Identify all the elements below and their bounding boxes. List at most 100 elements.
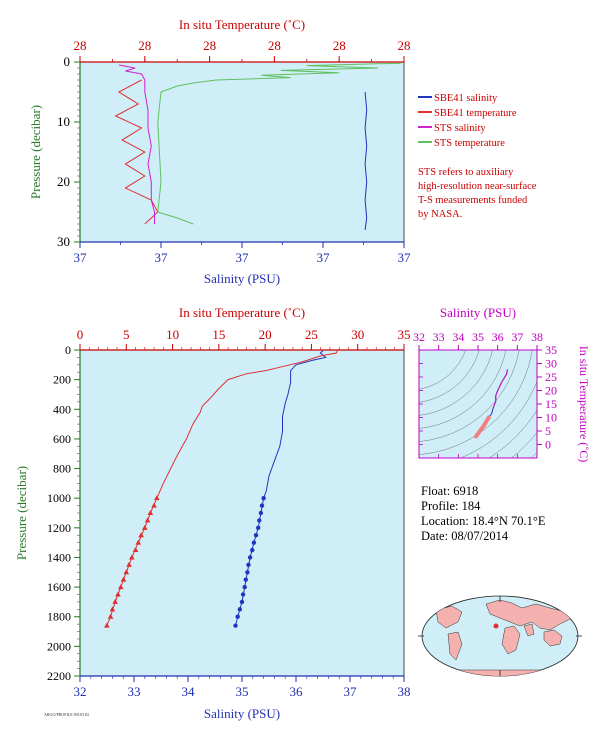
main-top-tick-label: 10 [166,327,179,342]
salinity-marker [258,510,264,516]
profile-number: Profile: 184 [421,499,481,513]
near-surface-top-axis-label: In situ Temperature (˚C) [179,17,305,32]
main-top-axis-label: In situ Temperature (˚C) [179,305,305,320]
sts-note-line-3: T-S measurements funded [418,195,528,206]
temperature-marker [115,591,121,597]
salinity-marker [245,570,250,575]
ts-right-tick-label: 35 [545,343,557,357]
date: Date: 08/07/2014 [421,529,509,543]
near-surface-left-axis-label: Pressure (decibar) [28,105,43,199]
ts-top-tick-label: 33 [433,330,445,344]
salinity-marker [246,562,251,568]
main-top-tick-label: 15 [212,327,225,342]
ts-right-tick-label: 0 [545,438,551,452]
legend-label: STS salinity [434,123,486,134]
main-left-tick-label: 1600 [47,580,71,594]
near-surface-top-tick-label: 28 [268,38,281,53]
sts-note-line-2: high-resolution near-surface [418,181,537,192]
near-surface-left-tick-label: 30 [57,234,70,249]
main-bottom-axis-label: Salinity (PSU) [204,706,280,721]
near-surface-bottom-tick-label: 37 [74,250,88,265]
ts-right-tick-label: 15 [545,397,557,411]
salinity-marker [253,533,259,538]
temperature-marker [138,532,144,538]
float-info: Float: 6918 Profile: 184 Location: 18.4°… [421,484,546,543]
main-top-tick-label: 0 [77,327,84,342]
footer-note: ARGO/PROFILE 6918/184 [44,712,89,717]
near-surface-top-tick-label: 28 [138,38,151,53]
ts-top-tick-label: 34 [452,330,464,344]
salinity-marker [247,555,253,560]
temperature-marker [154,495,160,501]
ts-series [474,369,509,439]
main-bottom-tick-label: 34 [182,684,196,699]
main-bottom-tick-label: 38 [398,684,411,699]
main-top-tick-label: 30 [351,327,364,342]
main-bottom-tick-label: 32 [74,684,87,699]
main-bottom-tick-label: 35 [236,684,249,699]
ts-right-tick-label: 20 [545,384,557,398]
main-series [104,350,338,628]
main-top-tick-label: 35 [398,327,411,342]
legend-item-sts-temperature: STS temperature [418,138,505,149]
salinity-marker [233,623,238,628]
main-left-tick-label: 2200 [47,669,71,683]
near-surface-bottom-tick-label: 37 [398,250,412,265]
near-surface-bottom-axis-label: Salinity (PSU) [204,271,280,286]
temperature-marker [142,524,148,530]
float-id: Float: 6918 [421,484,478,498]
main-top-tick-label: 25 [305,327,318,342]
main-left-tick-label: 1800 [47,610,71,624]
ts-plot-area [418,349,538,459]
temperature-marker [112,598,118,604]
sts-note-line-4: by NASA. [418,209,462,220]
salinity-marker [256,525,261,531]
near-surface-left-tick-label: 0 [64,54,71,69]
salinity-marker [251,540,257,545]
main-left-axis-label: Pressure (decibar) [14,466,29,560]
legend-item-sbe41-salinity: SBE41 salinity [418,93,498,104]
float-location-marker [493,623,499,629]
main-left-tick-label: 2000 [47,639,71,653]
temperature-marker [120,576,127,582]
location: Location: 18.4°N 70.1°E [421,514,546,528]
salinity-marker [261,495,266,501]
temperature-marker [123,569,130,575]
ts-top-tick-label: 35 [472,330,484,344]
temperature-marker [109,606,116,612]
near-surface-plot-area [79,61,405,243]
main-left-tick-label: 0 [65,343,71,357]
near-surface-bottom-tick-label: 37 [236,250,250,265]
legend-label: SBE41 salinity [434,93,498,104]
ts-top-tick-label: 32 [413,330,425,344]
near-surface-series-line [364,91,368,231]
main-left-tick-label: 600 [53,432,71,446]
temperature-marker [132,547,139,553]
temperature-marker [151,502,157,508]
near-surface-top-tick-label: 28 [203,38,216,53]
temperature-marker [107,613,114,619]
legend: SBE41 salinity SBE41 temperature STS sal… [418,93,517,149]
temperature-marker [117,584,124,590]
salinity-marker [237,607,243,612]
salinity-marker [242,584,247,590]
main-bottom-tick-label: 33 [128,684,141,699]
main-ticks: 0 5 10 15 20 25 30 35 32 33 34 35 36 37 38 0 200 400 600 80… [47,327,411,699]
legend-item-sts-salinity: STS salinity [418,123,486,134]
ts-top-axis-label: Salinity (PSU) [440,305,516,320]
main-left-tick-label: 400 [53,402,71,416]
legend-label: STS temperature [434,138,505,149]
salinity-marker [259,503,265,508]
salinity-marker [243,577,248,582]
temperature-marker [135,539,142,545]
ts-right-tick-label: 30 [545,357,557,371]
main-plot-area [79,349,405,677]
temperature-marker [129,554,135,560]
sts-note-line-1: STS refers to auxiliary [418,167,514,178]
legend-item-sbe41-temperature: SBE41 temperature [418,108,517,119]
main-left-tick-label: 200 [53,373,71,387]
sts-note: STS refers to auxiliary high-resolution … [418,167,537,220]
main-left-tick-label: 1400 [47,550,71,564]
